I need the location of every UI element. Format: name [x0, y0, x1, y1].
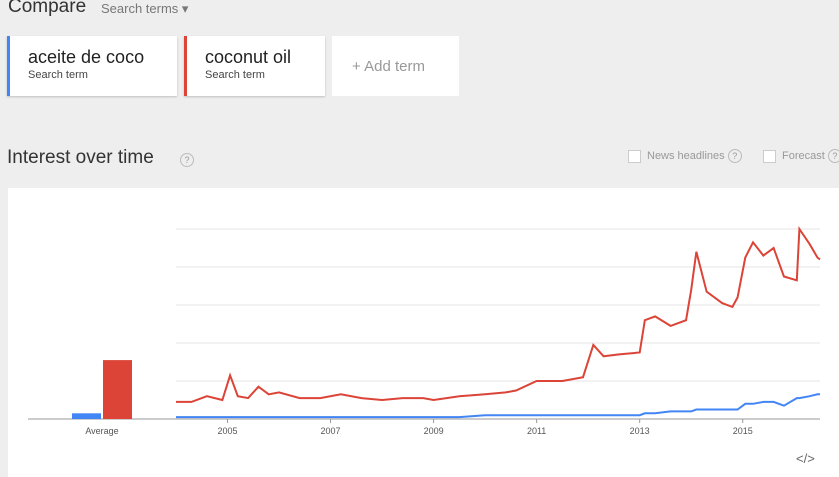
news-option[interactable]: News headlines ?	[628, 149, 742, 163]
average-bar	[103, 360, 132, 419]
help-icon[interactable]: ?	[827, 149, 839, 163]
x-tick-label: 2009	[424, 426, 444, 436]
x-tick-label: 2015	[733, 426, 753, 436]
term-card[interactable]: aceite de coco Search term	[7, 36, 177, 96]
term-name: coconut oil	[205, 47, 292, 67]
help-icon[interactable]: ?	[727, 149, 742, 163]
term-sub: Search term	[205, 69, 265, 81]
chart-panel	[8, 188, 839, 477]
menu-label: Search terms	[101, 1, 179, 16]
option-label: Forecast	[782, 150, 825, 162]
term-sub: Search term	[28, 69, 88, 81]
compare-title: Compare	[8, 0, 87, 17]
x-tick-label: 2005	[218, 426, 238, 436]
embed-button[interactable]: </>	[796, 451, 815, 466]
option-label: News headlines	[647, 150, 725, 162]
series-line	[176, 225, 821, 403]
term-name: aceite de coco	[28, 47, 145, 67]
add-term-label: + Add term	[352, 58, 425, 75]
help-icon[interactable]: ?	[180, 153, 194, 167]
average-label: Average	[85, 426, 118, 436]
x-tick-label: 2007	[321, 426, 341, 436]
average-bar	[72, 413, 101, 419]
term-card[interactable]: coconut oil Search term	[184, 36, 325, 96]
search-terms-menu[interactable]: Search terms ▾	[101, 1, 189, 16]
add-term[interactable]: + Add term	[332, 36, 459, 96]
x-tick-label: 2013	[630, 426, 650, 436]
section-title: Interest over time	[7, 147, 154, 168]
forecast-option[interactable]: Forecast ?	[763, 149, 839, 163]
series-line	[176, 393, 820, 419]
x-tick-label: 2011	[527, 426, 546, 436]
